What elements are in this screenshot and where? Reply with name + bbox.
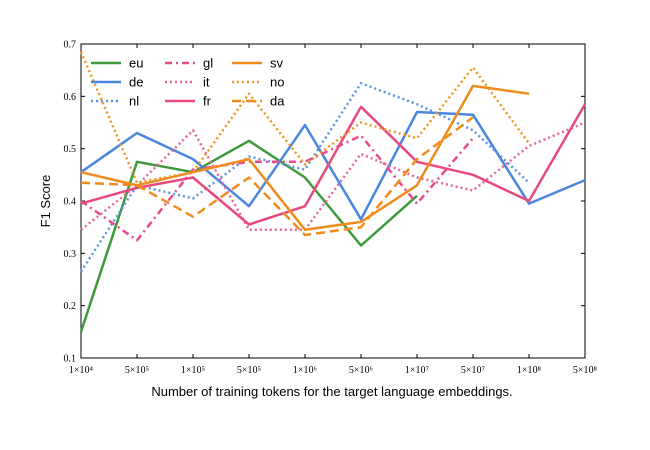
x-tick-label: 1×10⁸ xyxy=(517,365,542,376)
legend-label-da: da xyxy=(270,94,285,109)
x-tick-label: 5×10⁸ xyxy=(573,365,598,376)
series-line-it xyxy=(80,121,586,232)
legend-label-nl: nl xyxy=(129,94,139,109)
series-line-sv xyxy=(80,84,530,232)
series-line-nl xyxy=(79,81,530,273)
y-tick-label: 0.6 xyxy=(64,92,77,103)
legend-label-de: de xyxy=(129,75,143,90)
series-line-fr xyxy=(80,103,587,226)
x-tick-label: 5×10⁵ xyxy=(125,365,149,376)
x-tick-label: 5×10⁶ xyxy=(349,365,374,376)
legend-label-it: it xyxy=(203,75,210,90)
series-line-no xyxy=(79,51,531,184)
legend-label-gl: gl xyxy=(203,56,213,71)
y-tick-label: 0.2 xyxy=(64,301,77,312)
y-tick-label: 0.1 xyxy=(64,354,77,365)
x-tick-label: 1×10⁵ xyxy=(181,365,205,376)
y-tick-label: 0.7 xyxy=(64,40,77,51)
x-tick-label: 1×10⁶ xyxy=(293,365,318,376)
series-line-da xyxy=(80,116,474,237)
x-tick-label: 1×10⁷ xyxy=(405,365,430,376)
y-tick-label: 0.3 xyxy=(64,249,77,260)
legend-label-eu: eu xyxy=(129,56,143,71)
y-tick-label: 0.4 xyxy=(64,197,77,208)
series-lines xyxy=(79,51,587,333)
series-line-de xyxy=(80,110,586,221)
y-axis-label: F1 Score xyxy=(38,175,53,228)
y-tick-label: 0.5 xyxy=(64,144,77,155)
x-tick-label: 1×10⁴ xyxy=(69,365,94,376)
x-axis-label: Number of training tokens for the target… xyxy=(151,384,512,399)
legend-label-sv: sv xyxy=(270,56,284,71)
legend-label-fr: fr xyxy=(203,94,212,109)
legend-label-no: no xyxy=(270,75,284,90)
legend: eu de nl gl it fr sv no da xyxy=(91,56,285,109)
x-tick-label: 5×10⁷ xyxy=(461,365,486,376)
x-tick-label: 5×10⁵ xyxy=(237,365,261,376)
tick-labels: 0.1 0.2 0.3 0.4 0.5 0.6 0.7 1×10⁴ 5×10⁵ 1×10⁵ 5×10… xyxy=(64,40,598,377)
series-line-eu xyxy=(79,139,418,333)
series-line-gl xyxy=(80,134,474,242)
